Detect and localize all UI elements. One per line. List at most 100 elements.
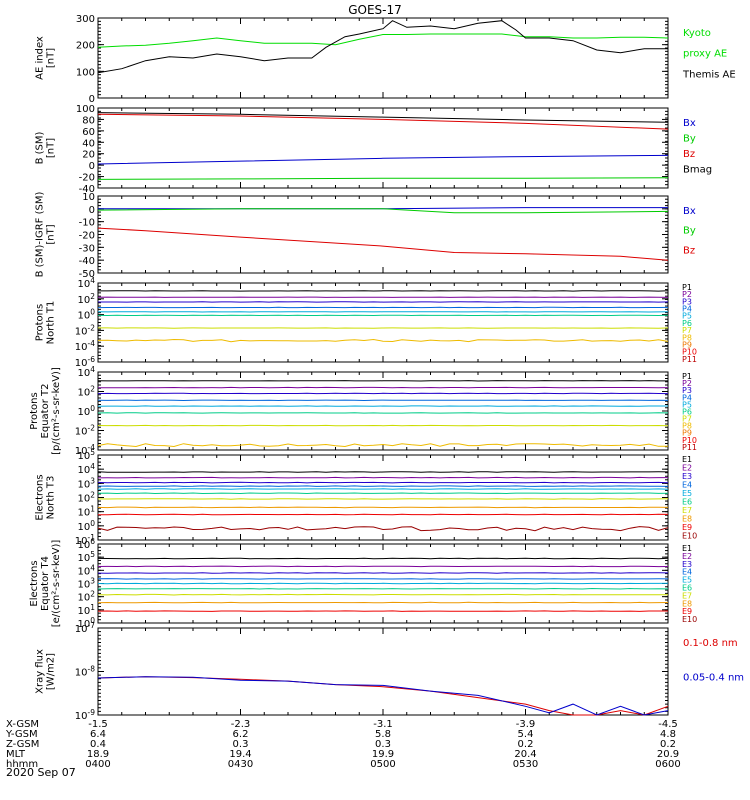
y-axis-label: [nT] xyxy=(46,224,57,244)
y-axis-label: AE index xyxy=(35,36,46,80)
series-line-2 xyxy=(97,481,669,484)
x-row-value: 0400 xyxy=(85,759,110,770)
legend-entry: Kyoto xyxy=(683,28,711,39)
channel-label: P5 xyxy=(682,400,692,409)
channel-label: E2 xyxy=(682,552,692,561)
y-axis-label: B (SM)-IGRF (SM) xyxy=(35,192,46,278)
series-line-2 xyxy=(97,572,669,574)
x-row-value: 0500 xyxy=(370,759,395,770)
legend-entry: By xyxy=(683,226,696,237)
y-axis-label: B (SM) xyxy=(35,131,46,164)
series-line-0-05-0-4-nm xyxy=(97,676,669,716)
series-line-8 xyxy=(98,513,669,516)
y-tick-label: 100 xyxy=(77,308,95,322)
y-tick-label: -20 xyxy=(79,173,95,184)
channel-label: P5 xyxy=(682,312,692,321)
y-tick-label: -40 xyxy=(79,256,95,267)
y-tick-label: 100 xyxy=(76,67,95,78)
y-tick-label: 103 xyxy=(77,476,95,490)
series-line-7 xyxy=(97,506,669,509)
y-tick-label: 40 xyxy=(82,138,95,149)
legend-entry: Themis AE xyxy=(682,69,736,80)
y-tick-label: 80 xyxy=(82,115,95,126)
x-row-value: 0600 xyxy=(655,759,680,770)
channel-label: P10 xyxy=(682,348,697,357)
y-tick-label: 10-1 xyxy=(75,533,95,547)
channel-label: P2 xyxy=(682,379,692,388)
series-line-by xyxy=(97,177,669,180)
channel-label: P6 xyxy=(682,319,692,328)
channel-label: P10 xyxy=(682,436,697,445)
y-axis-label: Electrons xyxy=(29,560,40,606)
y-tick-label: 100 xyxy=(76,104,95,115)
channel-label: E8 xyxy=(682,515,692,524)
series-line-6 xyxy=(97,593,669,596)
y-axis-label: Protons xyxy=(35,304,46,341)
y-tick-label: 102 xyxy=(77,292,95,306)
channel-label: E4 xyxy=(682,568,692,577)
channel-label: E2 xyxy=(682,464,692,473)
channel-label: E7 xyxy=(682,591,692,600)
panel-frame xyxy=(97,107,669,189)
channel-label: E5 xyxy=(682,576,692,585)
x-row-label: Z-GSM xyxy=(6,739,39,750)
channel-label: P8 xyxy=(682,422,692,431)
series-line-1 xyxy=(97,565,669,568)
legend-entry: Bx xyxy=(683,206,696,217)
y-tick-label: 300 xyxy=(76,14,95,25)
panel-frame xyxy=(97,17,669,99)
panel-frame xyxy=(97,627,669,716)
y-tick-label: 104 xyxy=(77,563,95,577)
series-line-by xyxy=(97,208,669,214)
legend-entry: By xyxy=(683,134,696,145)
x-row-value: 20.9 xyxy=(657,749,679,760)
y-tick-label: 20 xyxy=(82,150,95,161)
legend-entry: 0.1-0.8 nm xyxy=(683,638,738,649)
plot-title: GOES-17 xyxy=(348,3,402,17)
series-line-8 xyxy=(97,610,668,612)
y-tick-label: 105 xyxy=(77,448,95,462)
series-line-9 xyxy=(97,526,669,532)
channel-label: P7 xyxy=(682,415,692,424)
y-tick-label: 100 xyxy=(77,404,95,418)
y-axis-label: North T3 xyxy=(46,476,57,520)
channel-label: P8 xyxy=(682,333,692,342)
channel-label: E5 xyxy=(682,489,692,498)
channel-label: P7 xyxy=(682,326,692,335)
x-row-value: 19.9 xyxy=(372,749,394,760)
series-line-7 xyxy=(97,338,669,343)
channel-label: E10 xyxy=(682,615,697,624)
y-tick-label: 0 xyxy=(89,205,95,216)
y-tick-label: 106 xyxy=(77,537,95,551)
x-row-value: 19.4 xyxy=(229,749,251,760)
series-line-bmag xyxy=(97,112,669,123)
y-tick-label: 60 xyxy=(82,127,95,138)
y-tick-label: -50 xyxy=(79,269,95,280)
panel-xray: 10-7 10-8 10-9 Xray flux [W/m2] 0.1-0.8 nm 0.0… xyxy=(35,621,745,722)
y-tick-label: 0 xyxy=(89,161,95,172)
channel-label: E6 xyxy=(682,498,692,507)
y-tick-label: -30 xyxy=(79,243,95,254)
channel-label: P9 xyxy=(682,340,692,349)
legend-entry: Bz xyxy=(683,149,695,160)
x-row-value: -4.5 xyxy=(658,719,678,730)
y-tick-label: 100 xyxy=(77,616,95,630)
y-axis-label: Electrons xyxy=(35,474,46,520)
channel-label: E4 xyxy=(682,481,692,490)
x-row-value: 20.4 xyxy=(514,749,536,760)
x-row-value: 0.3 xyxy=(375,739,391,750)
y-tick-label: 10-4 xyxy=(75,443,95,457)
channel-label: P9 xyxy=(682,429,692,438)
y-tick-label: 102 xyxy=(77,491,95,505)
y-tick-label: -20 xyxy=(79,231,95,242)
y-tick-label: 10-6 xyxy=(75,355,95,369)
channel-label: E10 xyxy=(682,532,697,541)
y-axis-label: Xray flux xyxy=(35,649,46,694)
series-line-3 xyxy=(97,578,669,580)
legend-entry: Bx xyxy=(683,118,696,129)
